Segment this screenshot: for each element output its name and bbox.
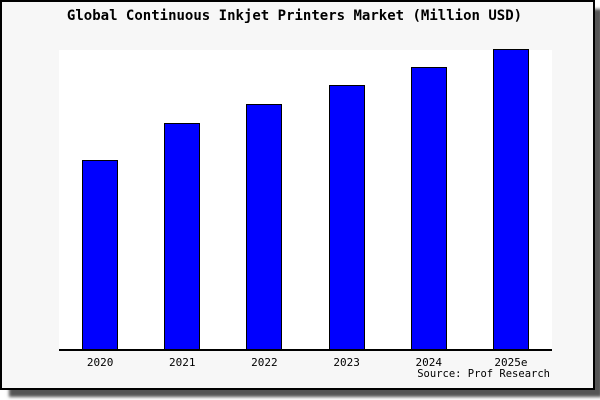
chart-frame: Global Continuous Inkjet Printers Market… [0, 0, 595, 390]
bar-slot-2025e [470, 49, 552, 349]
x-tick-label-2020: 2020 [86, 356, 114, 369]
bar-slot-2022 [223, 50, 305, 349]
bar-slot-2023 [306, 50, 388, 349]
chart-title: Global Continuous Inkjet Printers Market… [66, 8, 523, 24]
bar-2020 [82, 160, 119, 349]
bar-slot-2021 [141, 50, 223, 349]
x-tick-label-2021: 2021 [169, 356, 196, 369]
bar-slot-2020 [59, 50, 141, 349]
x-tick-label-2025e: 2025e [494, 356, 528, 369]
bar-2024 [410, 67, 447, 349]
x-tick-label-2023: 2023 [333, 356, 360, 369]
x-axis-labels: 2020 2021 2022 2023 2024 2025e [59, 356, 552, 369]
bar-slot-2024 [388, 50, 470, 349]
x-tick-label-2022: 2022 [251, 356, 278, 369]
x-tick-label-2024: 2024 [415, 356, 443, 369]
source-credit: Source: Prof Research [417, 368, 550, 380]
bar-2021 [164, 123, 201, 349]
bar-2025e [492, 49, 529, 349]
bar-2023 [328, 85, 365, 349]
bar-2022 [246, 104, 283, 349]
plot-area [59, 49, 552, 351]
